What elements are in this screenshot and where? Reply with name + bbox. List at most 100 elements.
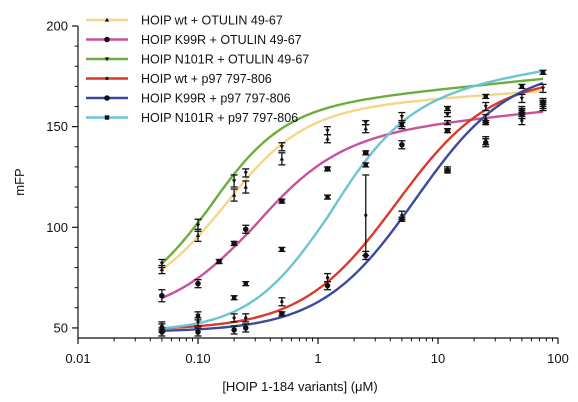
- data-point: [482, 119, 489, 126]
- y-tick-label: 100: [46, 220, 68, 235]
- data-point: [325, 194, 330, 200]
- data-point: [231, 295, 237, 300]
- data-point: [541, 104, 545, 109]
- data-point: [445, 106, 450, 111]
- data-point: [362, 252, 369, 259]
- data-point: [445, 112, 450, 117]
- tick-marks: 0.01 0.10 1 10 100 50 100 150 200: [46, 19, 569, 367]
- data-point: [364, 213, 368, 217]
- data-point: [362, 150, 369, 156]
- data-point: [243, 171, 248, 176]
- data-point: [363, 126, 368, 131]
- x-tick-label: 0.01: [65, 351, 90, 366]
- legend-label: HOIP K99R + OTULIN 49-67: [141, 33, 302, 47]
- fit-curve: [161, 86, 544, 330]
- legend-marker: [104, 17, 110, 22]
- data-point: [399, 141, 405, 148]
- data-point: [325, 276, 330, 280]
- legend: HOIP wt + OTULIN 49-67 HOIP K99R + OTULIN…: [86, 14, 309, 125]
- fit-curve: [161, 69, 544, 330]
- legend-marker: [104, 115, 110, 120]
- legend-label: HOIP N101R + OTULIN 49-67: [141, 53, 309, 67]
- data-point: [444, 127, 451, 134]
- legend-label: HOIP wt + p97 797-806: [141, 72, 272, 86]
- data-point: [244, 316, 248, 320]
- data-point: [519, 107, 525, 114]
- data-point: [231, 179, 237, 184]
- data-point: [232, 316, 236, 320]
- x-tick-label: 1: [314, 351, 321, 366]
- data-point: [324, 282, 331, 289]
- data-point: [231, 327, 237, 333]
- data-point: [399, 122, 405, 127]
- fit-curve: [161, 110, 544, 300]
- data-point: [444, 168, 451, 174]
- data-point: [195, 329, 201, 335]
- legend-marker: [104, 57, 110, 62]
- data-point: [159, 325, 165, 331]
- data-point: [400, 213, 404, 217]
- x-tick-label: 0.10: [185, 351, 210, 366]
- y-axis-label: mFP: [12, 168, 27, 195]
- data-point: [519, 96, 525, 101]
- data-point: [363, 121, 368, 126]
- data-point: [279, 156, 285, 161]
- x-tick-label: 10: [431, 351, 445, 366]
- data-point: [483, 94, 488, 99]
- data-point: [325, 129, 330, 134]
- data-point: [324, 166, 331, 172]
- data-point: [519, 84, 525, 89]
- legend-label: HOIP K99R + p97 797-806: [141, 92, 291, 106]
- data-point: [159, 267, 165, 272]
- data-point: [363, 162, 368, 168]
- data-point: [243, 184, 248, 189]
- data-point: [195, 280, 201, 287]
- data-point: [196, 320, 200, 324]
- data-point: [159, 292, 165, 299]
- legend-label: HOIP wt + OTULIN 49-67: [141, 14, 283, 28]
- data-point: [483, 116, 488, 121]
- y-tick-label: 200: [46, 19, 68, 34]
- data-point: [399, 216, 405, 223]
- legend-marker: [104, 95, 110, 101]
- data-point: [482, 139, 489, 146]
- data-point: [325, 136, 330, 141]
- data-point: [445, 120, 450, 125]
- x-tick-label: 100: [547, 351, 569, 366]
- data-point: [279, 311, 285, 317]
- data-point: [399, 114, 405, 119]
- fit-curves: [161, 69, 544, 332]
- data-point: [159, 261, 165, 266]
- data-point: [519, 111, 525, 118]
- data-points: [159, 70, 546, 335]
- data-point: [540, 86, 546, 91]
- fit-curve: [161, 89, 544, 271]
- y-tick-label: 150: [46, 119, 68, 134]
- data-point: [159, 329, 165, 335]
- data-point: [483, 104, 488, 109]
- data-point: [231, 240, 237, 247]
- data-point: [195, 223, 201, 228]
- data-point: [279, 198, 285, 204]
- data-point: [216, 258, 222, 265]
- data-point: [195, 232, 201, 237]
- x-axis-label: [HOIP 1-184 variants] (μM): [222, 379, 377, 394]
- data-point: [242, 226, 249, 233]
- data-point: [243, 281, 248, 286]
- data-point: [279, 247, 285, 252]
- data-point: [195, 313, 201, 319]
- legend-marker: [104, 36, 110, 43]
- data-point: [242, 325, 249, 331]
- legend-label: HOIP N101R + p97 797-806: [141, 111, 298, 125]
- data-point: [231, 192, 237, 197]
- legend-marker: [105, 76, 109, 81]
- data-point: [540, 99, 546, 106]
- y-tick-label: 50: [54, 320, 68, 335]
- data-point: [520, 119, 524, 123]
- data-point: [540, 70, 546, 75]
- data-point: [280, 300, 284, 304]
- fit-curve: [161, 82, 544, 332]
- data-point: [279, 145, 285, 150]
